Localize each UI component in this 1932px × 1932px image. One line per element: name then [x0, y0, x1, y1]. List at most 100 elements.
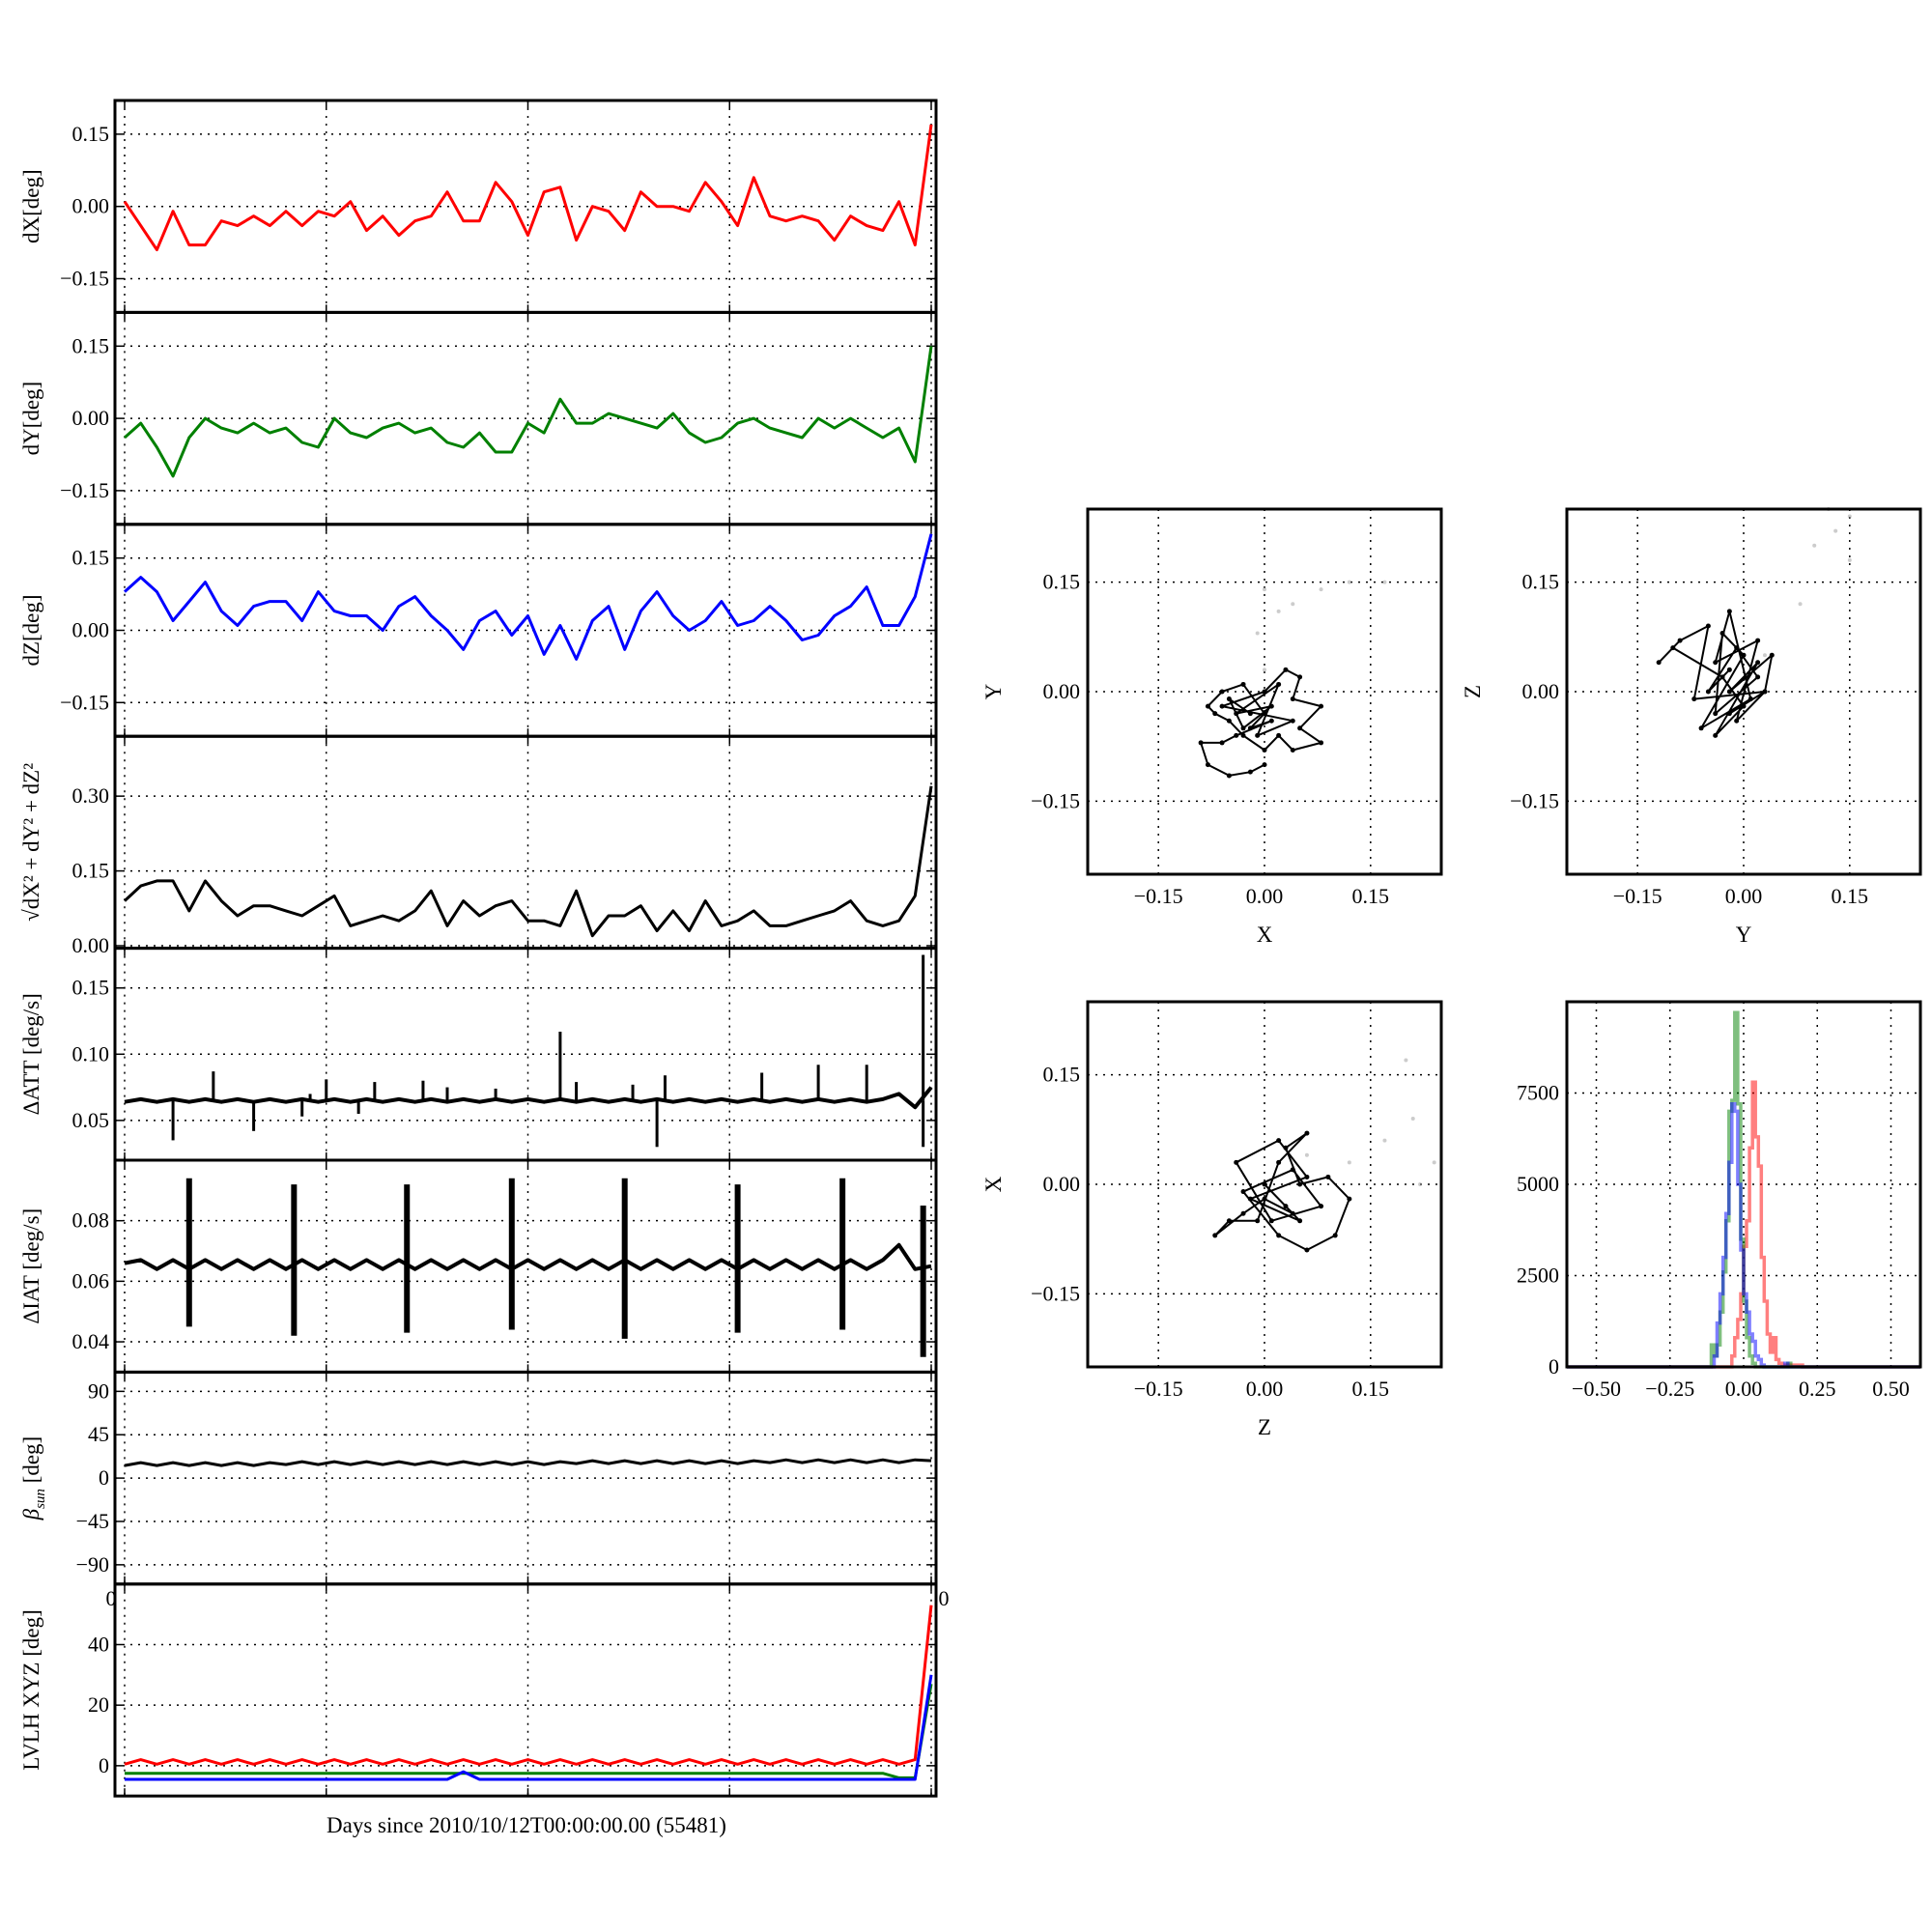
data-point — [1332, 1233, 1338, 1238]
data-point — [1268, 1218, 1274, 1224]
y-axis-label: dZ[deg] — [19, 594, 43, 666]
y-tick-label: 0.15 — [1522, 570, 1560, 594]
faint-point — [1847, 514, 1852, 519]
timeseries-panel-4: 0.30 0.15 0.00 √dX² + dY² + dZ² — [19, 734, 938, 957]
data-point — [1234, 711, 1239, 717]
data-point — [1726, 689, 1732, 695]
y-axis-label: X — [981, 1176, 1006, 1192]
faint-point — [1263, 668, 1266, 672]
data-point — [1234, 732, 1239, 738]
faint-point — [1276, 609, 1281, 613]
y-axis-label-text: dZ[deg] — [19, 594, 43, 666]
data-point — [1319, 740, 1324, 746]
y-axis-label: Z — [1461, 685, 1485, 698]
x-tick-label: 0.15 — [1832, 884, 1869, 908]
data-point — [1755, 638, 1761, 643]
y-tick-label: −0.15 — [1510, 788, 1559, 812]
data-point — [1276, 732, 1282, 738]
y-axis-label-text: LVLH XYZ [deg] — [19, 1609, 43, 1771]
y-tick-label: 0.15 — [72, 546, 110, 570]
y-tick-label: −0.15 — [60, 478, 109, 502]
plot-frame — [1565, 1000, 1922, 1369]
y-axis-label: Y — [981, 683, 1006, 699]
data-point — [1290, 1167, 1295, 1173]
y-tick-label: 0.15 — [72, 122, 110, 146]
data-point — [1713, 711, 1719, 717]
data-point — [1347, 1196, 1352, 1202]
panel-frame — [113, 1158, 938, 1374]
data-point — [1677, 638, 1683, 643]
y-axis-label-text: √dX² + dY² + dZ² — [19, 763, 43, 922]
data-point — [1325, 1174, 1331, 1179]
lvlh-series-z — [125, 1674, 933, 1781]
data-point — [1705, 623, 1711, 629]
data-point — [1205, 762, 1210, 768]
lvlh-series-x — [124, 1605, 933, 1766]
data-point — [1747, 696, 1753, 702]
y-axis-label-unit: [deg] — [19, 1436, 43, 1489]
data-point — [1262, 747, 1267, 753]
timeseries-panel-1: 0.15 0.00 −0.15 dX[deg] — [19, 99, 938, 314]
faint-point — [1418, 1182, 1423, 1186]
faint-point — [1382, 1138, 1387, 1143]
y-axis-label-subscript: sun — [33, 1489, 48, 1509]
series-line — [124, 1086, 933, 1110]
plot-frame — [1086, 507, 1443, 876]
data-point — [1262, 711, 1267, 717]
histogram-series-y — [1567, 1010, 1920, 1369]
data-point — [1262, 762, 1267, 768]
data-point — [1691, 696, 1697, 702]
timeseries-panel-5: 0.15 0.10 0.05 ΔATT [deg/s] — [19, 947, 938, 1162]
data-point — [1713, 660, 1719, 666]
faint-point — [1432, 1160, 1436, 1165]
x-tick-label: −0.25 — [1645, 1377, 1694, 1401]
data-point — [1719, 674, 1725, 680]
series-line — [124, 1242, 932, 1271]
y-axis-label: ΔIAT [deg/s] — [19, 1208, 43, 1324]
data-point — [1290, 696, 1295, 702]
y-axis-label: √dX² + dY² + dZ² — [19, 763, 43, 922]
faint-point — [1812, 543, 1817, 548]
series-line — [123, 785, 933, 938]
y-tick-label: 0 — [99, 1753, 109, 1777]
y-tick-label: 0.15 — [1043, 570, 1081, 594]
y-tick-label: −45 — [76, 1509, 109, 1533]
data-point — [1290, 718, 1295, 724]
y-tick-label: 45 — [88, 1422, 109, 1446]
series-line — [124, 346, 933, 478]
x-axis-label: Z — [1258, 1415, 1271, 1439]
data-point — [1226, 696, 1232, 702]
series-line — [124, 1458, 932, 1467]
y-tick-label: 0 — [99, 1465, 109, 1490]
x-axis-label: Y — [1736, 923, 1752, 947]
data-point — [1262, 689, 1267, 695]
lvlh-series-y — [125, 1683, 933, 1779]
y-tick-label: 0.15 — [72, 859, 110, 883]
y-tick-label: 0.00 — [72, 406, 110, 430]
data-point — [1762, 689, 1768, 695]
data-point — [1226, 718, 1232, 724]
data-point — [1297, 1181, 1303, 1187]
data-point — [1247, 711, 1253, 717]
data-point — [1726, 667, 1732, 672]
y-tick-label: −0.15 — [60, 266, 109, 290]
data-point — [1247, 725, 1253, 731]
y-tick-label: 0.15 — [1043, 1063, 1081, 1087]
y-tick-label: 0.00 — [1043, 679, 1081, 703]
timeseries-panel-3: 0.15 0.00 −0.15 dZ[deg] — [19, 523, 938, 738]
x-tick-label: −0.15 — [1134, 884, 1183, 908]
data-point — [1304, 1130, 1310, 1136]
x-tick-label: 0.00 — [1725, 1377, 1763, 1401]
data-point — [1283, 1145, 1289, 1151]
data-point — [1276, 1233, 1282, 1238]
plot-frame — [1086, 1000, 1443, 1369]
y-tick-label: −0.15 — [1031, 1281, 1080, 1305]
x-tick-label: 0.00 — [1246, 884, 1284, 908]
y-tick-label: 0.08 — [72, 1208, 110, 1233]
x-tick-label: 0 — [939, 1586, 950, 1610]
faint-point — [1382, 580, 1387, 584]
timeseries-panel-2: 0.15 0.00 −0.15 dY[deg] — [19, 310, 938, 526]
plot-frame — [1565, 507, 1922, 876]
y-tick-label: −90 — [76, 1552, 109, 1577]
data-point — [1219, 689, 1225, 695]
